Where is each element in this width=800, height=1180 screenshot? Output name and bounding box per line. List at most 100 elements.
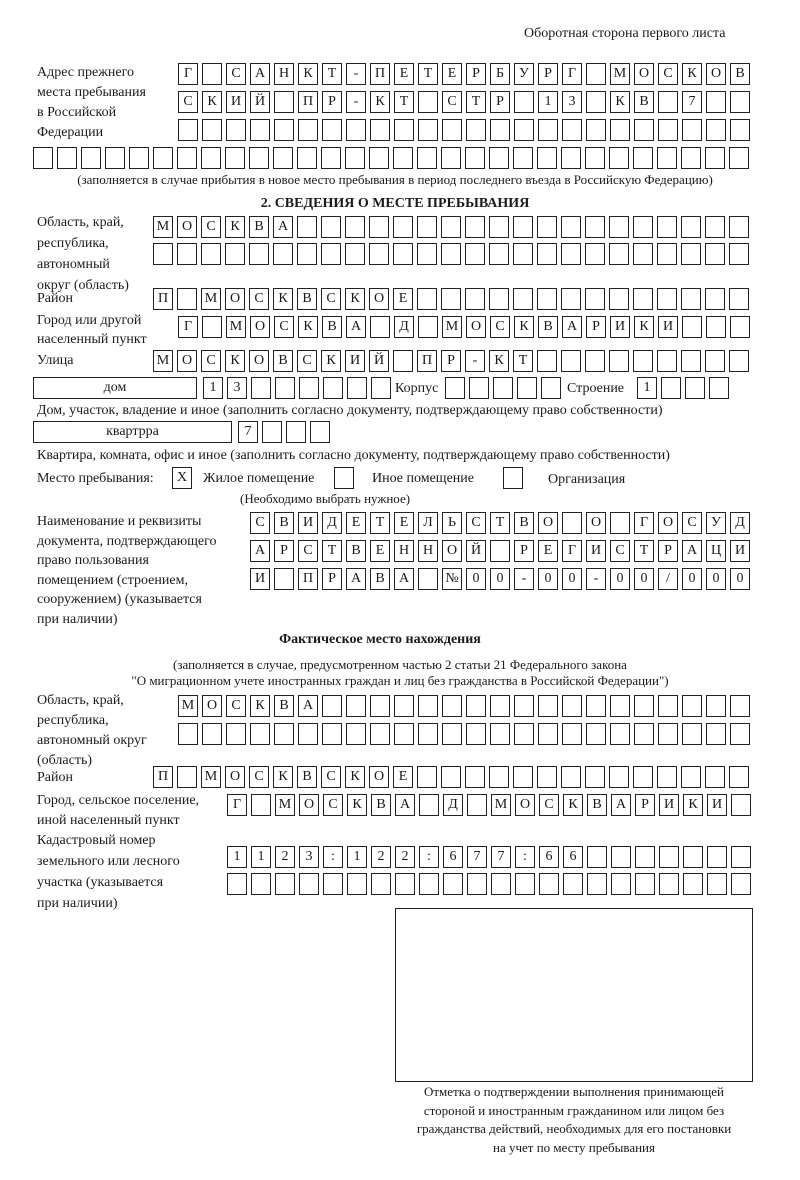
actual-city-row-cell[interactable]: К bbox=[563, 794, 583, 816]
prev-address-row-4-cell[interactable] bbox=[465, 147, 485, 169]
actual-district-row-cell[interactable]: П bbox=[153, 766, 173, 788]
region-row-2-cell[interactable] bbox=[273, 243, 293, 265]
street-row-cell[interactable]: Й bbox=[369, 350, 389, 372]
actual-city-row-cell[interactable]: В bbox=[587, 794, 607, 816]
prev-address-row-4-cell[interactable] bbox=[393, 147, 413, 169]
prev-address-row-2-cell[interactable] bbox=[514, 91, 534, 113]
prev-address-row-4-cell[interactable] bbox=[417, 147, 437, 169]
actual-district-row-cell[interactable] bbox=[537, 766, 557, 788]
actual-district-row-cell[interactable] bbox=[729, 766, 749, 788]
prev-address-row-2-cell[interactable] bbox=[586, 91, 606, 113]
city-row-cell[interactable]: А bbox=[562, 316, 582, 338]
cadastral-row-1-cell[interactable]: 6 bbox=[443, 846, 463, 868]
actual-city-row-cell[interactable] bbox=[419, 794, 439, 816]
region-row-2-cell[interactable] bbox=[369, 243, 389, 265]
cadastral-row-1-cell[interactable] bbox=[635, 846, 655, 868]
region-row-2-cell[interactable] bbox=[537, 243, 557, 265]
cadastral-row-2-cell[interactable] bbox=[587, 873, 607, 895]
actual-district-row-cell[interactable]: О bbox=[225, 766, 245, 788]
korpus-row-cell[interactable] bbox=[517, 377, 537, 399]
cadastral-row-2-cell[interactable] bbox=[275, 873, 295, 895]
street-row-cell[interactable] bbox=[609, 350, 629, 372]
cadastral-row-1-cell[interactable]: 6 bbox=[539, 846, 559, 868]
cadastral-row-2-cell[interactable] bbox=[539, 873, 559, 895]
document-row-2-cell[interactable]: В bbox=[346, 540, 366, 562]
district-row-cell[interactable]: В bbox=[297, 288, 317, 310]
region-row-2-cell[interactable] bbox=[393, 243, 413, 265]
actual-district-row-cell[interactable]: К bbox=[273, 766, 293, 788]
city-row-cell[interactable]: В bbox=[322, 316, 342, 338]
region-row-2-cell[interactable] bbox=[705, 243, 725, 265]
prev-address-row-2-cell[interactable]: Р bbox=[490, 91, 510, 113]
house-number-row-cell[interactable] bbox=[299, 377, 319, 399]
prev-address-row-4-cell[interactable] bbox=[177, 147, 197, 169]
document-row-2-cell[interactable]: Р bbox=[658, 540, 678, 562]
district-row-cell[interactable]: С bbox=[321, 288, 341, 310]
cadastral-row-2-cell[interactable] bbox=[659, 873, 679, 895]
prev-address-row-2-cell[interactable]: Р bbox=[322, 91, 342, 113]
cadastral-row-2-cell[interactable] bbox=[683, 873, 703, 895]
cadastral-row-1-cell[interactable]: 2 bbox=[275, 846, 295, 868]
actual-region-row-2-cell[interactable] bbox=[490, 723, 510, 745]
street-row-cell[interactable]: Р bbox=[441, 350, 461, 372]
district-row-cell[interactable]: К bbox=[345, 288, 365, 310]
actual-region-row-1-cell[interactable] bbox=[610, 695, 630, 717]
region-row-2-cell[interactable] bbox=[417, 243, 437, 265]
street-row-cell[interactable]: К bbox=[489, 350, 509, 372]
street-row-cell[interactable]: П bbox=[417, 350, 437, 372]
prev-address-row-1-cell[interactable]: Е bbox=[394, 63, 414, 85]
actual-district-row-cell[interactable] bbox=[441, 766, 461, 788]
district-row-cell[interactable]: К bbox=[273, 288, 293, 310]
region-row-2-cell[interactable] bbox=[513, 243, 533, 265]
street-row-cell[interactable]: С bbox=[297, 350, 317, 372]
region-row-1-cell[interactable]: С bbox=[201, 216, 221, 238]
actual-district-row-cell[interactable] bbox=[465, 766, 485, 788]
actual-district-row-cell[interactable] bbox=[561, 766, 581, 788]
cadastral-row-2-cell[interactable] bbox=[443, 873, 463, 895]
region-row-1-cell[interactable] bbox=[537, 216, 557, 238]
document-row-2-cell[interactable]: И bbox=[730, 540, 750, 562]
document-row-2-cell[interactable]: А bbox=[250, 540, 270, 562]
district-row-cell[interactable] bbox=[633, 288, 653, 310]
region-row-1-cell[interactable] bbox=[585, 216, 605, 238]
document-row-1-cell[interactable]: Т bbox=[370, 512, 390, 534]
actual-region-row-1-cell[interactable]: К bbox=[250, 695, 270, 717]
cadastral-row-1-cell[interactable]: 6 bbox=[563, 846, 583, 868]
region-row-1-cell[interactable] bbox=[657, 216, 677, 238]
building-row-cell[interactable] bbox=[709, 377, 729, 399]
stay-residential-checkbox[interactable]: X bbox=[172, 467, 192, 489]
actual-city-row-cell[interactable]: С bbox=[323, 794, 343, 816]
actual-region-row-2-cell[interactable] bbox=[250, 723, 270, 745]
actual-city-row-cell[interactable]: С bbox=[539, 794, 559, 816]
document-row-1-cell[interactable]: Л bbox=[418, 512, 438, 534]
document-row-3-cell[interactable]: 0 bbox=[634, 568, 654, 590]
document-row-1-cell[interactable]: О bbox=[538, 512, 558, 534]
prev-address-row-2-cell[interactable]: В bbox=[634, 91, 654, 113]
house-number-row-cell[interactable] bbox=[371, 377, 391, 399]
actual-city-row-cell[interactable]: Г bbox=[227, 794, 247, 816]
actual-city-row-cell[interactable]: И bbox=[707, 794, 727, 816]
actual-district-row-cell[interactable] bbox=[417, 766, 437, 788]
actual-district-row-cell[interactable] bbox=[585, 766, 605, 788]
city-row-cell[interactable]: О bbox=[466, 316, 486, 338]
actual-region-row-1-cell[interactable] bbox=[634, 695, 654, 717]
document-row-2-cell[interactable]: Ц bbox=[706, 540, 726, 562]
city-row-cell[interactable]: Р bbox=[586, 316, 606, 338]
cadastral-row-1-cell[interactable]: : bbox=[515, 846, 535, 868]
document-row-2-cell[interactable]: И bbox=[586, 540, 606, 562]
actual-district-row-cell[interactable]: С bbox=[321, 766, 341, 788]
flat-number-row-cell[interactable] bbox=[262, 421, 282, 443]
street-row-cell[interactable] bbox=[537, 350, 557, 372]
actual-city-row-cell[interactable]: А bbox=[611, 794, 631, 816]
city-row-cell[interactable]: А bbox=[346, 316, 366, 338]
region-row-2-cell[interactable] bbox=[225, 243, 245, 265]
document-row-1-cell[interactable]: Е bbox=[346, 512, 366, 534]
region-row-2-cell[interactable] bbox=[153, 243, 173, 265]
actual-region-row-2-cell[interactable] bbox=[226, 723, 246, 745]
house-number-row-cell[interactable] bbox=[275, 377, 295, 399]
document-row-2-cell[interactable]: Р bbox=[274, 540, 294, 562]
house-number-row-cell[interactable]: 1 bbox=[203, 377, 223, 399]
district-row-cell[interactable] bbox=[489, 288, 509, 310]
document-row-3-cell[interactable] bbox=[418, 568, 438, 590]
district-row-cell[interactable] bbox=[681, 288, 701, 310]
